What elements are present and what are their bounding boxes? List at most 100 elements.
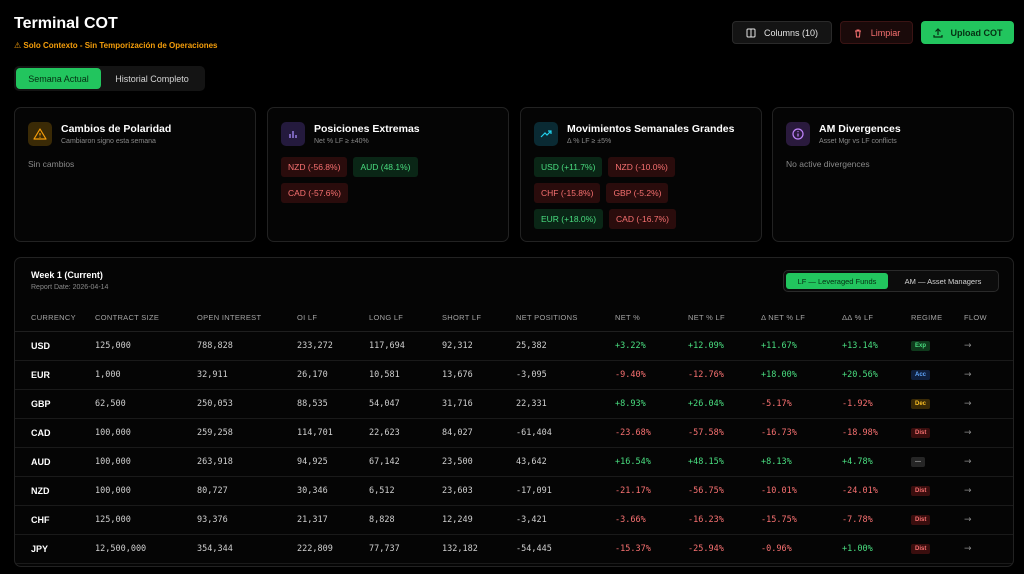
column-header[interactable]: OPEN INTEREST (197, 304, 297, 332)
table-row[interactable]: JPY 12,500,000 354,344 222,809 77,737 132,182… (15, 534, 1013, 564)
chip[interactable]: NZD (-10.0%) (608, 157, 675, 177)
card-subtitle: Asset Mgr vs LF conflicts (819, 138, 897, 145)
regime-cell: Dist (911, 534, 964, 564)
upload-button-label: Upload COT (950, 27, 1003, 38)
chip[interactable]: CAD (-57.6%) (281, 183, 348, 203)
arrow-right-icon: → (964, 543, 972, 554)
regime-cell: — (911, 447, 964, 477)
card-title: Movimientos Semanales Grandes (567, 123, 735, 135)
value-cell: 26,170 (297, 360, 369, 390)
column-header[interactable]: CONTRACT SIZE (95, 304, 197, 332)
trash-icon (854, 29, 861, 37)
column-header[interactable]: NET POSITIONS (516, 304, 615, 332)
chip[interactable]: CHF (-15.8%) (534, 183, 601, 203)
currency-cell: NZD (15, 476, 95, 506)
column-header[interactable]: CURRENCY (15, 304, 95, 332)
value-cell: 100,000 (95, 476, 197, 506)
value-cell: 114,701 (297, 418, 369, 448)
table-row[interactable]: EUR 1,000 32,911 26,170 10,581 13,676 -3,095 -9… (15, 360, 1013, 390)
value-cell: 222,809 (297, 534, 369, 564)
flow-cell: → (964, 534, 1013, 564)
arrow-right-icon: → (964, 340, 972, 351)
value-cell: 43,642 (516, 447, 615, 477)
regime-badge: Dist (911, 486, 931, 496)
table-row[interactable]: CAD 100,000 259,258 114,701 22,623 84,027 -61,… (15, 418, 1013, 448)
columns-button-label: Columns (10) (763, 27, 819, 38)
columns-button[interactable]: Columns (10) (732, 21, 832, 44)
clear-button[interactable]: Limpiar (840, 21, 913, 44)
column-header[interactable]: REGIME (911, 304, 964, 332)
table-row[interactable]: NZD 100,000 80,727 30,346 6,512 23,603 -17,091… (15, 476, 1013, 506)
regime-badge: Dec (911, 399, 931, 409)
card-title: Posiciones Extremas (314, 123, 420, 135)
value-cell: 1,000 (95, 360, 197, 390)
flow-cell: → (964, 476, 1013, 506)
percent-cell: -23.68% (615, 418, 688, 448)
card-subtitle: Δ % LF ≥ ±5% (567, 138, 612, 145)
value-cell: 233,272 (297, 331, 369, 361)
weekly-movements-card: Movimientos Semanales Grandes Δ % LF ≥ ±… (520, 107, 762, 242)
percent-cell: -5.17% (761, 389, 842, 419)
chip-list: USD (+11.7%) NZD (-10.0%) CHF (-15.8%) G… (534, 157, 704, 229)
value-cell: 77,737 (369, 534, 442, 564)
chip[interactable]: EUR (+18.0%) (534, 209, 604, 229)
chip[interactable]: USD (+11.7%) (534, 157, 603, 177)
table-row[interactable]: GBP 62,500 250,053 88,535 54,047 31,716 22,331… (15, 389, 1013, 419)
chip[interactable]: GBP (-5.2%) (606, 183, 669, 203)
value-cell: 6,512 (369, 476, 442, 506)
column-header[interactable]: SHORT LF (442, 304, 516, 332)
currency-cell: EUR (15, 360, 95, 390)
value-cell: -54,445 (516, 534, 615, 564)
table-header-row: CURRENCY CONTRACT SIZE OPEN INTEREST OI … (15, 304, 1013, 332)
percent-cell: -7.78% (842, 505, 911, 535)
percent-cell: -18.98% (842, 418, 911, 448)
currency-cell: CHF (15, 505, 95, 535)
info-icon (786, 122, 810, 146)
column-header[interactable]: OI LF (297, 304, 369, 332)
arrow-right-icon: → (964, 369, 972, 380)
chip[interactable]: CAD (-16.7%) (609, 209, 676, 229)
value-cell: 22,623 (369, 418, 442, 448)
card-subtitle: Net % LF ≥ ±40% (314, 138, 369, 145)
chip[interactable]: NZD (-56.8%) (281, 157, 348, 177)
value-cell: 94,925 (297, 447, 369, 477)
chip-list: NZD (-56.8%) AUD (48.1%) CAD (-57.6%) (281, 157, 441, 203)
currency-cell: CAD (15, 418, 95, 448)
value-cell: 132,182 (442, 534, 516, 564)
table-row[interactable]: CHF 125,000 93,376 21,317 8,828 12,249 -3,421-… (15, 505, 1013, 535)
toggle-asset-managers[interactable]: AM — Asset Managers (904, 276, 982, 286)
value-cell: -3,421 (516, 505, 615, 535)
value-cell: 22,331 (516, 389, 615, 419)
value-cell: 93,376 (197, 505, 297, 535)
chip[interactable]: AUD (48.1%) (353, 157, 418, 177)
column-header[interactable]: NET % (615, 304, 688, 332)
arrow-right-icon: → (964, 514, 972, 525)
column-header[interactable]: FLOW (964, 304, 1013, 332)
extreme-positions-card: Posiciones Extremas Net % LF ≥ ±40% NZD … (267, 107, 509, 242)
column-header[interactable]: ΔΔ % LF (842, 304, 911, 332)
currency-cell: AUD (15, 447, 95, 477)
regime-badge: Dist (911, 428, 931, 438)
table-row[interactable]: USD 125,000 788,828 233,272 117,694 92,312 25,… (15, 331, 1013, 361)
tab-current-week[interactable]: Semana Actual (16, 68, 101, 89)
value-cell: 125,000 (95, 505, 197, 535)
trending-up-icon (534, 122, 558, 146)
percent-cell: -16.73% (761, 418, 842, 448)
toggle-leveraged-funds[interactable]: LF — Leveraged Funds (786, 273, 888, 289)
value-cell: -3,095 (516, 360, 615, 390)
tab-full-history[interactable]: Historial Completo (115, 73, 189, 84)
upload-button[interactable]: Upload COT (921, 21, 1014, 44)
percent-cell: -16.23% (688, 505, 761, 535)
column-header[interactable]: LONG LF (369, 304, 442, 332)
cot-table: CURRENCY CONTRACT SIZE OPEN INTEREST OI … (15, 304, 1013, 564)
warning-icon (28, 122, 52, 146)
table-row[interactable]: AUD 100,000 263,918 94,925 67,142 23,500 43,64… (15, 447, 1013, 477)
regime-cell: Dist (911, 476, 964, 506)
column-header[interactable]: NET % LF (688, 304, 761, 332)
value-cell: 80,727 (197, 476, 297, 506)
value-cell: 32,911 (197, 360, 297, 390)
column-header[interactable]: Δ NET % LF (761, 304, 842, 332)
percent-cell: -15.75% (761, 505, 842, 535)
value-cell: 12,500,000 (95, 534, 197, 564)
percent-cell: -12.76% (688, 360, 761, 390)
